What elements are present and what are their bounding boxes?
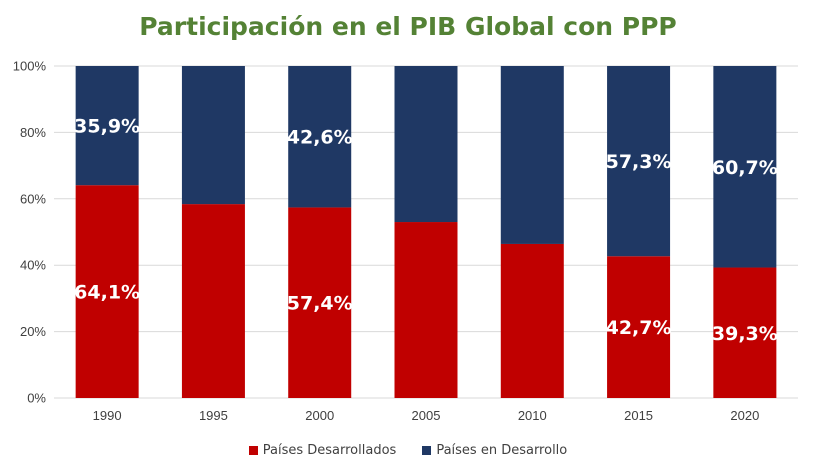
bar-desarrollados-1995 (181, 204, 245, 398)
chart-title: Participación en el PIB Global con PPP (139, 12, 677, 41)
legend-swatch (248, 446, 258, 455)
bar-desarrollados-2015 (607, 256, 671, 398)
bar-desarrollados-2000 (288, 207, 352, 398)
bar-en-desarrollo-1995 (181, 66, 245, 205)
legend-item: Países en Desarrollo (422, 443, 567, 458)
bar-desarrollados-1990 (75, 185, 139, 398)
y-tick-label: 60% (20, 191, 46, 206)
legend: Países Desarrollados Países en Desarrollo (0, 443, 816, 458)
data-label: 35,9% (74, 116, 140, 138)
data-label: 42,7% (606, 317, 672, 339)
y-tick-label: 0% (27, 391, 46, 406)
data-label: 64,1% (74, 282, 140, 304)
data-label: 60,7% (712, 157, 778, 179)
bar-en-desarrollo-2000 (288, 66, 352, 208)
bar-desarrollados-2010 (500, 243, 564, 398)
legend-item: Países Desarrollados (248, 443, 397, 458)
legend-label: Países Desarrollados (262, 443, 397, 458)
x-tick-label: 2020 (730, 408, 759, 423)
x-tick-label: 1995 (199, 408, 228, 423)
data-label: 57,4% (287, 293, 353, 315)
legend-swatch (422, 446, 432, 455)
data-label: 42,6% (287, 127, 353, 149)
y-tick-label: 80% (20, 125, 46, 140)
bar-desarrollados-2005 (394, 222, 458, 398)
data-label: 57,3% (606, 151, 672, 173)
bar-en-desarrollo-2010 (500, 66, 564, 244)
data-label: 39,3% (712, 323, 778, 345)
x-tick-label: 2010 (518, 408, 547, 423)
x-tick-label: 2000 (305, 408, 334, 423)
bar-en-desarrollo-2005 (394, 66, 458, 223)
x-tick-label: 2005 (412, 408, 441, 423)
bar-en-desarrollo-2015 (607, 66, 671, 257)
bar-en-desarrollo-2020 (713, 66, 777, 268)
bar-desarrollados-2020 (713, 267, 777, 398)
y-tick-label: 100% (13, 59, 47, 74)
legend-label: Países en Desarrollo (436, 443, 568, 458)
bar-en-desarrollo-1990 (75, 66, 139, 186)
x-tick-label: 1990 (93, 408, 122, 423)
x-tick-label: 2015 (624, 408, 653, 423)
y-tick-label: 40% (20, 258, 46, 273)
y-tick-label: 20% (20, 324, 46, 339)
